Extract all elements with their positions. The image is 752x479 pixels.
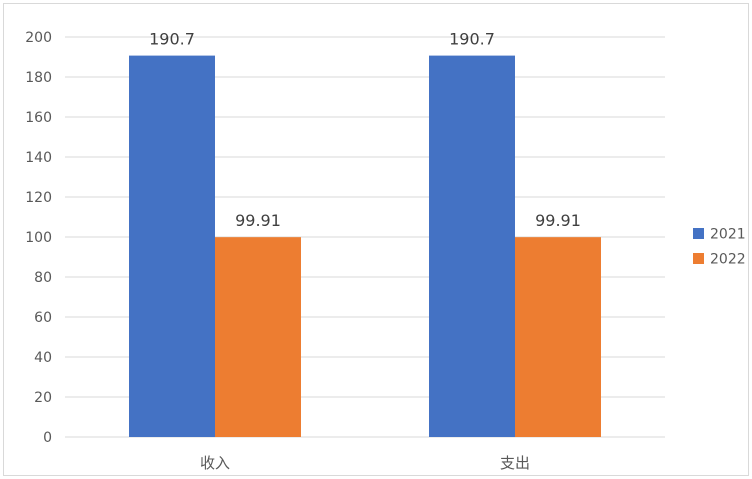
data-label: 190.7 [149, 30, 195, 49]
y-tick-label: 160 [25, 110, 52, 126]
legend-swatch-2021 [693, 228, 704, 239]
data-label: 99.91 [535, 211, 581, 230]
y-tick-label: 0 [43, 430, 52, 446]
data-label: 190.7 [449, 30, 495, 49]
y-tick-label: 20 [34, 390, 52, 406]
y-tick-label: 140 [25, 150, 52, 166]
x-category-label: 收入 [200, 454, 230, 472]
legend-label: 2022 [710, 252, 746, 268]
bar-2022-1 [515, 237, 601, 437]
bar-2021-1 [429, 55, 515, 437]
y-tick-label: 40 [34, 350, 52, 366]
bar-2022-0 [215, 237, 301, 437]
y-tick-label: 60 [34, 310, 52, 326]
y-tick-label: 120 [25, 190, 52, 206]
bar-chart: 0 20 40 60 80 100 120 140 160 180 200 190.7 99.91 收入 1… [25, 30, 746, 472]
y-tick-label: 80 [34, 270, 52, 286]
chart-frame: 0 20 40 60 80 100 120 140 160 180 200 190.7 99.91 收入 1… [3, 3, 749, 476]
y-tick-label: 100 [25, 230, 52, 246]
x-category-label: 支出 [500, 454, 530, 472]
y-tick-label: 180 [25, 70, 52, 86]
y-tick-label: 200 [25, 30, 52, 46]
data-label: 99.91 [235, 211, 281, 230]
legend-swatch-2022 [693, 253, 704, 264]
legend-label: 2021 [710, 227, 746, 243]
bar-2021-0 [129, 55, 215, 437]
